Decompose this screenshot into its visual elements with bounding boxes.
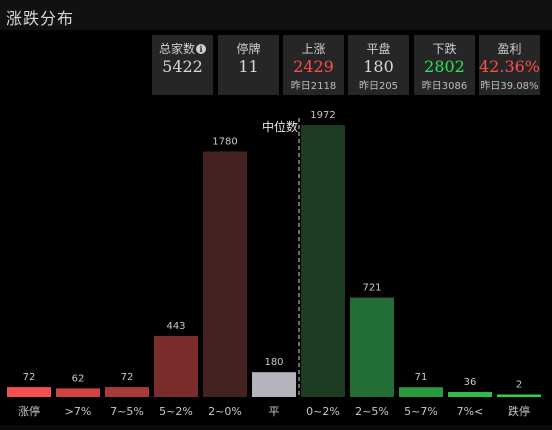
bar-0[interactable] [7,387,51,397]
info-icon[interactable]: i [196,44,206,54]
bar-4[interactable] [203,151,247,397]
bar-6[interactable] [301,125,345,397]
category-label-2: 7~5% [110,405,144,418]
stat-card-up[interactable]: 上涨 2429 昨日2118 [283,35,344,95]
category-label-10: 跌停 [508,404,530,418]
bar-3[interactable] [154,335,198,397]
bar-7[interactable] [350,297,394,397]
category-label-5: 平 [269,405,280,418]
stat-value-down: 2802 [424,57,465,76]
bottom-edge [0,425,552,430]
bar-value-label-6: 1972 [310,110,335,121]
category-label-3: 5~2% [159,405,193,418]
stat-card-flat[interactable]: 平盘 180 昨日205 [348,35,409,95]
stat-label-profit: 盈利 [497,42,522,56]
stat-card-down[interactable]: 下跌 2802 昨日3086 [414,35,475,95]
stat-value-up: 2429 [293,57,334,76]
stat-sub-down: 昨日3086 [421,81,468,92]
title-bar [0,0,552,30]
bar-value-label-2: 72 [121,372,134,383]
stat-value-profit: 42.36% [479,57,541,76]
bar-value-label-8: 71 [415,372,428,383]
stat-label-up: 上涨 [301,42,326,56]
stat-label-down: 下跌 [432,42,457,56]
stat-sub-flat: 昨日205 [358,81,399,92]
stat-sub-profit: 昨日39.08% [480,81,539,92]
category-label-6: 0~2% [306,405,340,418]
category-label-1: >7% [65,405,92,418]
bar-value-label-1: 62 [72,373,85,384]
bar-value-label-4: 1780 [212,136,237,147]
bar-value-label-10: 2 [516,380,522,391]
bar-value-label-3: 443 [166,321,185,332]
bar-5[interactable] [252,372,296,397]
category-label-7: 2~5% [355,405,389,418]
category-label-9: 7%< [457,405,484,418]
stat-label-total: 总家数 [158,42,195,56]
category-label-4: 2~0% [208,405,242,418]
category-label-8: 5~7% [404,405,438,418]
stat-sub-up: 昨日2118 [290,81,337,92]
stat-label-flat: 平盘 [366,42,391,56]
bar-9[interactable] [448,392,492,397]
bar-10[interactable] [497,394,541,398]
bar-value-label-5: 180 [264,357,283,368]
page-title: 涨跌分布 [6,9,75,28]
stat-value-halted: 11 [238,57,259,76]
bar-1[interactable] [56,388,100,397]
stat-card-profit[interactable]: 盈利 42.36% 昨日39.08% [479,35,540,95]
bar-2[interactable] [105,387,149,397]
stat-label-halted: 停牌 [236,42,261,56]
bar-value-label-0: 72 [23,372,36,383]
stat-value-total: 5422 [162,57,203,76]
category-label-0: 涨停 [18,404,40,418]
median-label: 中位数 [262,120,299,134]
stat-value-flat: 180 [363,57,394,76]
bar-8[interactable] [399,387,443,397]
stat-card-total[interactable]: 总家数 i 5422 [152,35,213,95]
bar-value-label-7: 721 [362,283,381,294]
bar-value-label-9: 36 [464,377,477,388]
stat-card-halted[interactable]: 停牌 11 [218,35,279,95]
